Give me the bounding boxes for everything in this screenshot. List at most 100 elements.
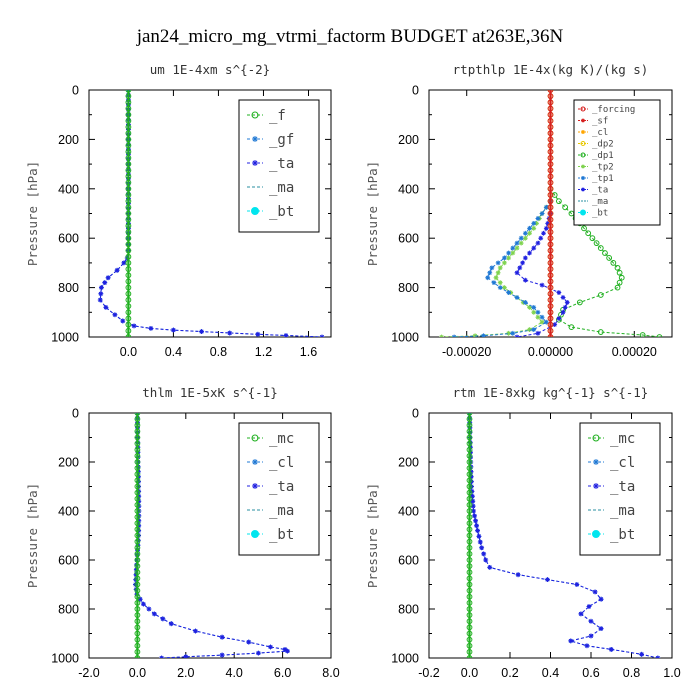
series-point-_ta — [535, 240, 541, 246]
series-point-_mc — [466, 416, 473, 423]
series-point-_ta — [476, 533, 482, 539]
series-point-_forcing — [547, 260, 554, 266]
y-tick-label: 800 — [58, 603, 79, 617]
legend-swatch-marker — [581, 130, 585, 134]
series-point-_ta — [171, 327, 176, 333]
series-point-_mc — [134, 648, 141, 655]
series-point-_ta — [560, 295, 566, 300]
series-point-_tp1 — [506, 250, 512, 256]
series-point-_ta — [471, 508, 476, 514]
legend: _f _gf _ta _ma _bt — [238, 99, 320, 233]
panel-rtm: rtm 1E-8xkg kg^{-1} s^{-1} Pressure [hPa]… — [365, 385, 681, 680]
y-tick-label: 1000 — [51, 331, 79, 345]
series-point-_ta — [151, 611, 157, 617]
legend: _mc _cl _ta _ma _bt — [579, 422, 661, 556]
series-point-_forcing — [547, 155, 554, 161]
series-point-_f — [125, 321, 132, 328]
series-point-_mc — [134, 593, 141, 600]
series-point-_mc — [134, 569, 141, 576]
series-point-_ta — [131, 323, 137, 329]
series-point-_mc — [134, 618, 141, 625]
series-point-_tp2 — [534, 220, 539, 226]
series-point-_dp1 — [606, 255, 613, 261]
series-point-_ta — [227, 330, 233, 336]
series-point-_ta — [481, 551, 487, 557]
panel-title: um 1E-4xm s^{-2} — [150, 62, 270, 77]
series-point-_mc — [466, 413, 473, 416]
series-point-_forcing — [547, 90, 554, 93]
series-point-_ta — [470, 498, 476, 504]
series-point-_tp2 — [493, 275, 499, 281]
series-point-_mc — [466, 544, 473, 551]
series-point-_f — [125, 192, 132, 198]
series-point-_ta — [102, 280, 108, 286]
legend-swatch-marker — [581, 164, 585, 169]
series-point-_mc — [466, 606, 473, 612]
series-point-_tp2 — [531, 225, 537, 231]
series-point-_tp2 — [510, 250, 516, 256]
legend-swatch-marker — [581, 118, 585, 123]
series-point-_tp2 — [531, 309, 537, 315]
series-point-_mc — [134, 413, 141, 416]
series-point-_tp1 — [514, 240, 520, 246]
series-point-_dp1 — [589, 235, 596, 242]
series-point-_ta — [562, 304, 568, 310]
series-point-_mc — [466, 532, 473, 539]
y-tick-label: 800 — [58, 281, 79, 295]
series-point-_tp1 — [539, 211, 545, 216]
series-point-_mc — [134, 465, 141, 472]
series-point-_forcing — [547, 142, 554, 149]
series-point-_ta — [535, 330, 541, 336]
legend-swatch-marker — [251, 207, 259, 215]
panel-um: um 1E-4xm s^{-2} Pressure [hPa] 0 200 400 600… — [25, 62, 332, 359]
series-point-_tp2 — [502, 260, 507, 266]
series-point-_f — [125, 117, 132, 124]
series-point-_tp1 — [531, 220, 537, 226]
series-point-_ta — [588, 618, 594, 624]
legend-swatch-marker — [580, 106, 586, 112]
series-point-_mc — [466, 495, 473, 502]
series-point-_tp2 — [522, 235, 528, 241]
series-point-_ta — [199, 329, 204, 334]
legend-swatch-marker — [581, 187, 585, 192]
x-tick-label: 0.2 — [501, 666, 518, 680]
series-point-_mc — [134, 434, 141, 441]
series-point-_forcing — [547, 315, 554, 322]
series-point-_mc — [134, 514, 141, 521]
series-point-_dp1 — [581, 225, 587, 232]
series-point-_ta — [168, 621, 174, 627]
series-point-_mc — [134, 557, 141, 563]
series-point-_ta — [545, 220, 551, 226]
x-tick-label: 1.0 — [663, 666, 680, 680]
x-tick-label: 0.00000 — [528, 345, 573, 359]
series-point-_ta — [538, 235, 544, 241]
series-point-_ta — [136, 508, 142, 514]
series-point-_ta — [120, 318, 126, 324]
x-tick-label: 2.0 — [177, 666, 194, 680]
series-point-_tp1 — [506, 290, 512, 295]
series-point-_mc — [134, 538, 141, 545]
legend-label: _ta — [592, 186, 608, 196]
series-point-_ta — [474, 523, 479, 529]
series-point-_f — [125, 198, 132, 205]
series-point-_ta — [592, 589, 598, 595]
series-line-_ta — [99, 90, 323, 337]
series-point-_mc — [134, 520, 141, 527]
series-point-_forcing — [547, 327, 554, 334]
series-point-_mc — [466, 569, 473, 576]
legend-label: _dp2 — [592, 140, 614, 150]
series-point-_mc — [134, 471, 141, 478]
y-tick-label: 400 — [58, 182, 79, 196]
series-point-_mc — [134, 440, 141, 447]
legend-swatch-marker — [592, 530, 600, 538]
legend-swatch-marker — [580, 209, 586, 216]
legend-label: _gf — [269, 132, 294, 148]
series-point-_forcing — [547, 148, 554, 155]
series-point-_f — [125, 167, 132, 174]
series-point-_tp2 — [506, 330, 512, 336]
series-point-_tp1 — [485, 275, 491, 281]
series-point-_ta — [136, 484, 142, 489]
series-point-_ta — [539, 282, 545, 288]
figure-title: jan24_micro_mg_vtrmi_factorm BUDGET at26… — [136, 26, 564, 47]
series-point-_mc — [466, 440, 473, 447]
